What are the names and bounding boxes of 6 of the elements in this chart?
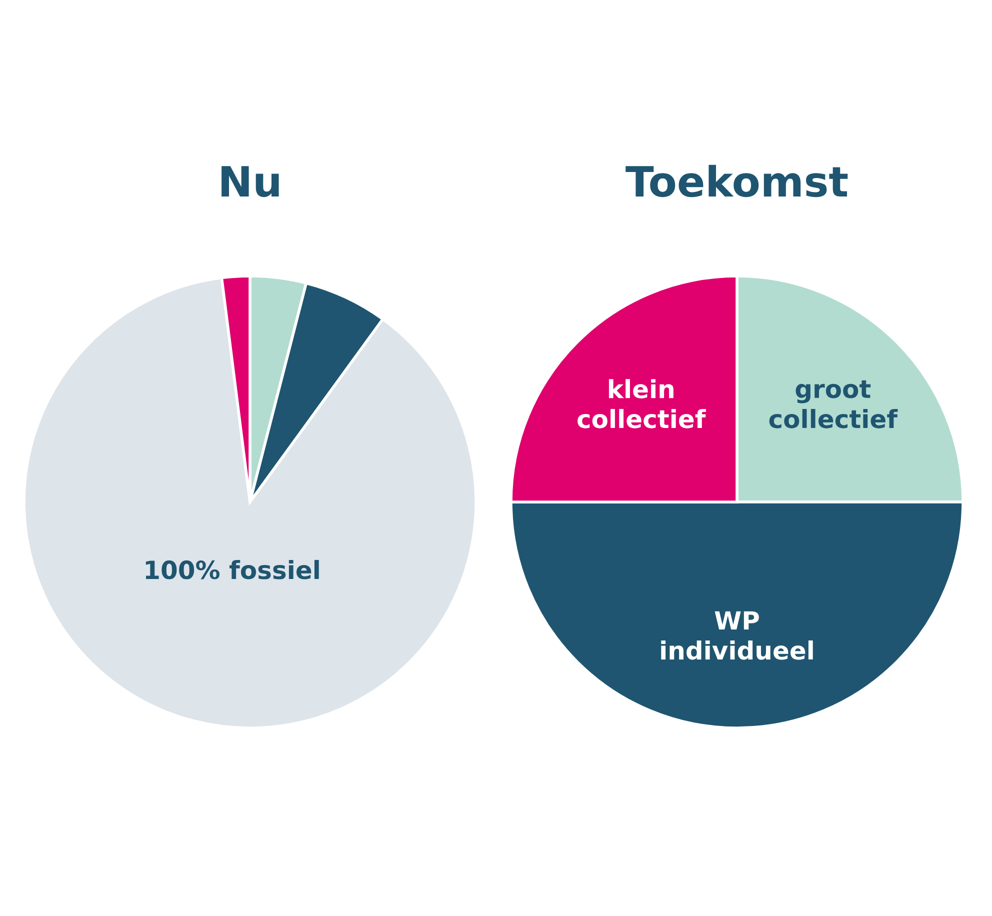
slice-label: groot collectief — [769, 380, 898, 428]
chart-title: Nu — [222, 166, 279, 198]
slice-label: 100% fossiel — [146, 560, 319, 580]
slice-label: klein collectief — [578, 379, 706, 428]
slice-label: WP individueel — [661, 611, 813, 660]
chart-title: Toekomst — [626, 164, 848, 198]
